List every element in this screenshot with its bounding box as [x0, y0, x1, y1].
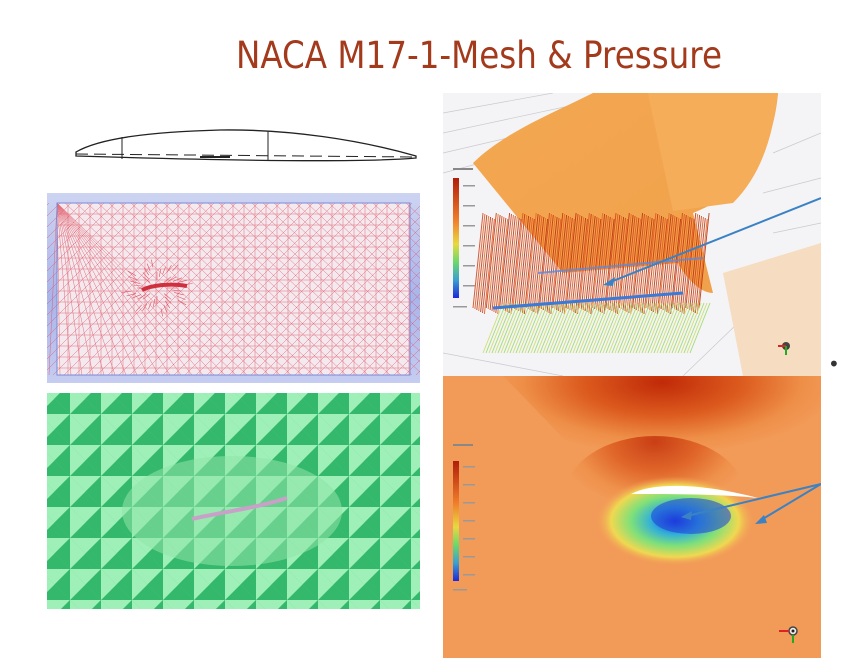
pressure-2d-image [443, 376, 821, 658]
surface-mesh-image [47, 393, 420, 609]
pressure-3d-image [443, 93, 821, 376]
airfoil-sketch [70, 122, 422, 170]
volume-mesh-image [47, 193, 420, 383]
slide-title: NACA M17-1-Mesh & Pressure [236, 34, 723, 77]
slide-bullet: • [828, 352, 840, 376]
